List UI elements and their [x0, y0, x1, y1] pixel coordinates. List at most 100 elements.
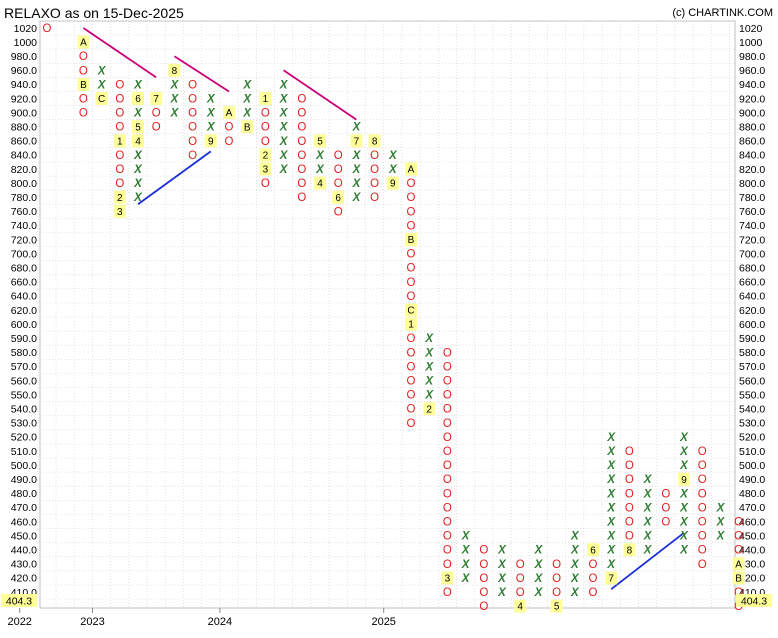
pnf-x-mark: X — [352, 150, 362, 162]
pnf-o-mark: O — [734, 517, 743, 529]
y-tick-right: 510.0 — [739, 446, 765, 458]
month-marker-bg — [204, 134, 217, 148]
y-tick-left: 480.0 — [11, 488, 37, 500]
pnf-o-mark: O — [443, 587, 452, 599]
y-tick-right: 940.0 — [739, 79, 765, 91]
pnf-o-mark: O — [734, 545, 743, 557]
pnf-x-mark: X — [497, 545, 507, 557]
pnf-x-mark: X — [461, 559, 471, 571]
month-marker: 3 — [263, 165, 269, 176]
y-tick-left: 700.0 — [11, 248, 37, 260]
last-price-right: 404.3 — [741, 596, 767, 608]
pnf-x-mark: X — [352, 178, 362, 190]
month-marker-bg — [259, 162, 272, 176]
pnf-x-mark: X — [206, 94, 216, 106]
trendline-resistance — [82, 27, 157, 79]
pnf-o-mark: O — [152, 122, 161, 134]
y-tick-right: 1020 — [739, 23, 763, 35]
pnf-o-mark: O — [297, 108, 306, 120]
pnf-x-mark: X — [606, 432, 616, 444]
y-axis-left: 1020 1000 980.0 960.0 940.0 920.0 900.0 880.0 86… — [11, 23, 37, 599]
y-tick-right: 700.0 — [739, 248, 765, 260]
month-marker: 5 — [554, 602, 560, 613]
pnf-x-mark: X — [170, 94, 180, 106]
y-tick-left: 520.0 — [11, 432, 37, 444]
pnf-o-mark: O — [407, 192, 416, 204]
pnf-o-mark: O — [188, 108, 197, 120]
y-tick-left: 880.0 — [11, 122, 37, 134]
month-marker: 4 — [517, 602, 523, 613]
pnf-x-mark: X — [97, 79, 107, 91]
pnf-o-mark: O — [297, 122, 306, 134]
pnf-o-mark: O — [115, 150, 124, 162]
pnf-o-mark: O — [297, 164, 306, 176]
month-marker: 2 — [117, 193, 123, 204]
pnf-x-mark: X — [279, 108, 289, 120]
month-marker-bg — [223, 106, 235, 120]
last-price-box-left — [1, 594, 37, 607]
y-tick-left: 540.0 — [11, 404, 37, 416]
pnf-x-mark: X — [606, 446, 616, 458]
pnf-o-mark: O — [225, 136, 234, 148]
month-marker: A — [735, 559, 742, 570]
pnf-o-mark: O — [443, 404, 452, 416]
month-marker: 3 — [445, 574, 451, 585]
pnf-o-mark: O — [552, 587, 561, 599]
pnf-o-mark: O — [407, 376, 416, 388]
pnf-o-mark: O — [407, 178, 416, 190]
pnf-x-mark: X — [315, 150, 325, 162]
y-tick-left: 940.0 — [11, 79, 37, 91]
pnf-o-mark: O — [370, 164, 379, 176]
pnf-x-mark: X — [570, 587, 580, 599]
month-marker-bg — [732, 557, 745, 571]
y-tick-right: 600.0 — [739, 319, 765, 331]
y-tick-right: 880.0 — [739, 122, 765, 134]
y-tick-left: 590.0 — [11, 333, 37, 345]
pnf-x-mark: X — [424, 376, 434, 388]
pnf-o-mark: O — [443, 361, 452, 373]
pnf-x-mark: X — [133, 178, 143, 190]
month-marker-bg — [332, 190, 345, 204]
y-tick-left: 860.0 — [11, 136, 37, 148]
pnf-o-mark: O — [407, 347, 416, 359]
pnf-o-mark: O — [334, 164, 343, 176]
pnf-o-mark: O — [443, 347, 452, 359]
pnf-o-mark: O — [115, 178, 124, 190]
month-marker: 8 — [627, 545, 633, 556]
y-tick-left: 620.0 — [11, 305, 37, 317]
pnf-o-mark: O — [479, 545, 488, 557]
pnf-o-mark: O — [407, 220, 416, 232]
y-tick-right: 680.0 — [739, 263, 765, 275]
pnf-x-mark: X — [606, 531, 616, 543]
month-marker: 6 — [590, 545, 596, 556]
pnf-x-mark: X — [606, 488, 616, 500]
pnf-o-mark: O — [370, 192, 379, 204]
y-tick-right: 560.0 — [739, 375, 765, 387]
x-tick-label: 2023 — [80, 616, 104, 628]
y-tick-left: 820.0 — [11, 164, 37, 176]
x-axis: 2022 2023 2024 2025 — [7, 608, 396, 628]
y-tick-left: 470.0 — [11, 502, 37, 514]
month-marker-bg — [550, 599, 563, 613]
pnf-o-mark: O — [407, 361, 416, 373]
y-tick-left: 900.0 — [11, 107, 37, 119]
pnf-o-mark: O — [443, 390, 452, 402]
y-tick-right: 720.0 — [739, 234, 765, 246]
month-marker-bg — [259, 92, 272, 105]
pnf-o-mark: O — [625, 488, 634, 500]
y-tick-right: 960.0 — [739, 65, 765, 77]
pnf-x-mark: X — [679, 488, 689, 500]
pnf-o-mark: O — [443, 474, 452, 486]
pnf-o-mark: O — [407, 333, 416, 345]
pnf-x-mark: X — [279, 164, 289, 176]
pnf-x-mark: X — [606, 559, 616, 571]
month-marker: 9 — [681, 475, 687, 486]
y-tick-right: 440.0 — [739, 545, 765, 557]
y-tick-right: 800.0 — [739, 178, 765, 190]
pnf-x-mark: X — [206, 122, 216, 134]
month-marker-bg — [386, 176, 399, 190]
pnf-o-mark: O — [589, 587, 598, 599]
pnf-x-mark: X — [606, 545, 616, 557]
month-marker-bg — [423, 402, 436, 416]
